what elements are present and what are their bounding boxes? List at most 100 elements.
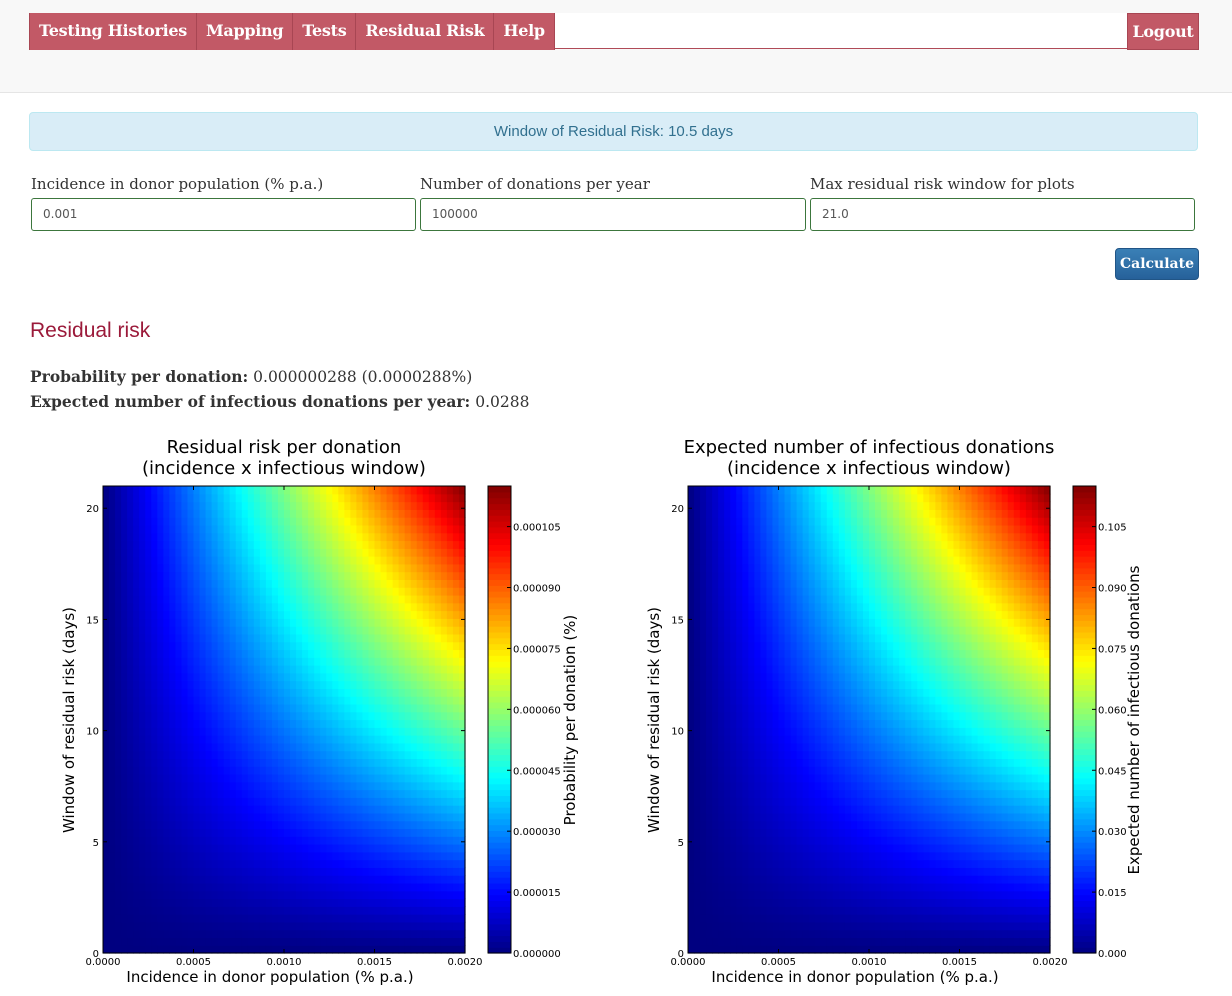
heatmap-cell	[187, 680, 195, 689]
heatmap-cell	[229, 914, 237, 923]
heatmap-cell	[121, 665, 128, 674]
heatmap-cell	[706, 563, 713, 573]
heatmap-cell	[748, 657, 755, 666]
heatmap-cell	[235, 836, 243, 845]
heatmap-cell	[356, 766, 364, 775]
nav-mapping[interactable]: Mapping	[196, 13, 294, 50]
heatmap-cell	[452, 680, 460, 689]
heatmap-cell	[290, 579, 297, 588]
heatmap-cell	[193, 805, 201, 814]
logout-button[interactable]: Logout	[1127, 13, 1199, 50]
heatmap-cell	[169, 532, 176, 542]
nav-residual-risk[interactable]: Residual Risk	[356, 13, 495, 50]
heatmap-cell	[247, 703, 255, 713]
heatmap-cell	[205, 766, 213, 775]
heatmap-cell	[253, 921, 261, 931]
heatmap-cell	[452, 789, 460, 798]
heatmap-cell	[187, 594, 195, 604]
heatmap-cell	[790, 493, 798, 503]
incidence-input[interactable]: 0.001	[31, 198, 416, 231]
nav-help[interactable]: Help	[494, 13, 555, 50]
heatmap-cell	[458, 937, 466, 946]
donations-input[interactable]: 100000	[420, 198, 806, 231]
heatmap-cell	[109, 610, 116, 619]
nav-tests[interactable]: Tests	[293, 13, 357, 50]
heatmap-cell	[386, 820, 394, 830]
residual-window-alert: Window of Residual Risk: 10.5 days	[29, 112, 1198, 151]
heatmap-cell	[368, 898, 376, 907]
heatmap-cell	[265, 758, 273, 767]
heatmap-cell	[694, 703, 701, 713]
heatmap-cell	[362, 610, 370, 619]
heatmap-cell	[754, 836, 761, 845]
heatmap-cell	[344, 719, 351, 728]
heatmap-cell	[404, 898, 412, 907]
heatmap-cell	[157, 773, 164, 783]
heatmap-cell	[772, 563, 780, 573]
heatmap-cell	[157, 890, 164, 900]
heatmap-cell	[422, 703, 430, 713]
heatmap-cell	[115, 696, 122, 705]
heatmap-cell	[320, 563, 327, 573]
heatmap-cell	[181, 929, 189, 939]
heatmap-cell	[802, 758, 810, 767]
heatmap-cell	[760, 758, 768, 767]
heatmap-cell	[284, 828, 291, 837]
heatmap-cell	[434, 945, 442, 954]
heatmap-cell	[404, 501, 412, 510]
heatmap-cell	[422, 501, 430, 510]
heatmap-cell	[320, 890, 327, 900]
heatmap-cell	[290, 680, 297, 689]
heatmap-cell	[700, 571, 707, 580]
heatmap-cell	[181, 914, 189, 923]
heatmap-cell	[350, 898, 357, 907]
heatmap-cell	[374, 696, 382, 705]
heatmap-cell	[103, 587, 110, 596]
heatmap-cell	[410, 867, 418, 876]
nav-testing-histories[interactable]: Testing Histories	[29, 13, 197, 50]
heatmap-cell	[694, 945, 701, 954]
heatmap-cell	[712, 517, 719, 526]
heatmap-cell	[398, 875, 406, 884]
max-window-input[interactable]: 21.0	[810, 198, 1195, 231]
heatmap-cell	[706, 719, 713, 728]
heatmap-cell	[772, 703, 780, 713]
heatmap-cell	[766, 641, 774, 651]
calculate-button[interactable]: Calculate	[1115, 248, 1199, 280]
heatmap-cell	[314, 937, 321, 946]
heatmap-cell	[320, 626, 327, 635]
heatmap-cell	[199, 517, 207, 526]
heatmap-cell	[434, 649, 442, 658]
heatmap-cell	[223, 906, 231, 915]
heatmap-cell	[350, 727, 357, 736]
heatmap-cell	[730, 524, 737, 534]
heatmap-cell	[109, 859, 116, 868]
heatmap-cell	[410, 548, 418, 557]
heatmap-cell	[736, 571, 743, 580]
heatmap-cell	[790, 665, 798, 674]
heatmap-cell	[802, 805, 810, 814]
colorbar-tick-label: 0.000000	[513, 949, 561, 960]
heatmap-cell	[802, 828, 810, 837]
heatmap-cell	[392, 633, 400, 643]
heatmap-cell	[718, 937, 725, 946]
heatmap-cell	[374, 524, 382, 534]
heatmap-cell	[265, 517, 273, 526]
heatmap-cell	[145, 486, 152, 495]
heatmap-cell	[302, 812, 309, 822]
heatmap-cell	[706, 859, 713, 868]
heatmap-cell	[205, 812, 213, 822]
heatmap-cells	[688, 486, 1051, 954]
heatmap-cell	[296, 797, 303, 806]
heatmap-cell	[169, 657, 176, 666]
heatmap-cell	[718, 875, 725, 884]
heatmap-cell	[229, 773, 237, 783]
heatmap-cell	[784, 773, 792, 783]
heatmap-cell	[712, 859, 719, 868]
heatmap-cell	[712, 563, 719, 573]
heatmap-cell	[784, 898, 792, 907]
heatmap-cell	[398, 556, 406, 565]
heatmap-cell	[742, 929, 749, 939]
heatmap-cell	[344, 929, 351, 939]
heatmap-cell	[308, 532, 315, 542]
